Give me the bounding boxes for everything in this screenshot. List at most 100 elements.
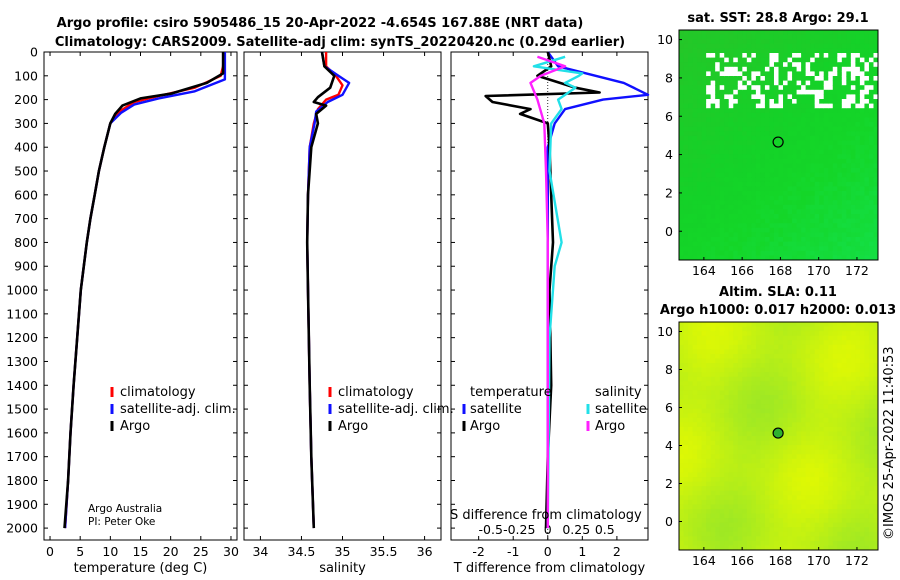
map-cell [796,545,802,551]
map-cell [868,89,874,95]
map-cell [868,436,874,442]
map-cell [850,536,856,542]
map-cell [701,335,707,341]
map-cell [769,154,775,160]
map-cell [737,34,743,40]
map-cell [683,149,689,155]
map-cell [837,209,843,215]
map-cell [823,34,829,40]
map-cell [755,390,761,396]
map-cell [710,209,716,215]
map-cell [719,122,725,128]
map-cell [778,349,784,355]
map-cell [868,445,874,451]
map-cell [773,481,779,487]
map-cell [828,394,834,401]
map-cell [697,126,703,132]
map-cell [755,191,761,197]
map-cell [819,191,825,197]
map-cell [701,508,707,515]
map-cell [841,131,847,137]
lon-tick-label: 172 [845,263,869,278]
map-cell [792,344,798,350]
map-cell [823,399,829,405]
map-cell [728,527,734,533]
map-cell [841,181,847,187]
map-cell [764,255,770,261]
map-cell [697,158,703,164]
map-cell [868,376,874,382]
map-cell [855,422,861,428]
map-cell [697,422,703,428]
map-cell [773,34,779,40]
map-cell [823,227,829,233]
map-cell [733,527,739,533]
map-cell [805,431,811,437]
map-cell [787,458,793,464]
map-cell [805,449,811,455]
map-cell [746,39,752,45]
map-cell [742,181,748,187]
map-cell [859,522,865,528]
map-cell [837,255,843,261]
map-cell [760,322,766,328]
map-cell [837,186,843,192]
map-cell [778,85,784,91]
map-cell [846,477,852,483]
map-cell [810,440,816,446]
map-cell [814,112,820,118]
map-cell [801,200,807,206]
map-cell [737,237,743,243]
map-cell [855,472,861,478]
map-cell [787,135,793,141]
map-cell [769,204,775,210]
map-cell [715,149,721,155]
map-cell [778,255,784,261]
map-cell [706,445,712,451]
credit-line2: PI: Peter Oke [88,516,155,528]
map-cell [692,463,698,469]
map-cell [796,227,802,233]
map-cell [801,522,807,528]
map-cell [810,404,816,410]
map-cell [787,381,793,387]
map-cell [864,57,870,63]
map-cell [801,376,807,382]
map-cell [746,477,752,483]
map-cell [760,163,766,169]
map-cell [755,358,761,364]
map-cell [787,540,793,546]
map-cell [701,417,707,423]
map-cell [855,131,861,137]
map-cell [692,227,698,233]
map-cell [783,53,789,59]
map-cell [828,223,834,229]
map-cell [769,477,775,483]
map-cell [728,486,734,492]
map-cell [710,241,716,247]
map-cell [801,372,807,378]
map-cell [719,200,725,206]
map-cell [706,237,712,243]
map-cell [746,131,752,137]
map-cell [814,481,820,487]
map-cell [715,103,721,109]
map-cell [688,145,694,151]
map-cell [792,545,798,551]
map-cell [692,349,698,355]
map-cell [823,108,829,114]
map-cell [719,413,725,419]
map-cell [868,186,874,192]
map-cell [692,436,698,442]
map-cell [783,413,789,419]
map-cell [688,536,694,542]
map-cell [846,66,852,72]
map-cell [751,62,757,68]
map-cell [724,48,730,54]
map-cell [751,440,757,446]
map-cell [819,490,825,496]
map-cell [683,495,689,501]
map-cell [814,53,820,59]
map-cell [823,237,829,243]
map-cell [746,76,752,82]
